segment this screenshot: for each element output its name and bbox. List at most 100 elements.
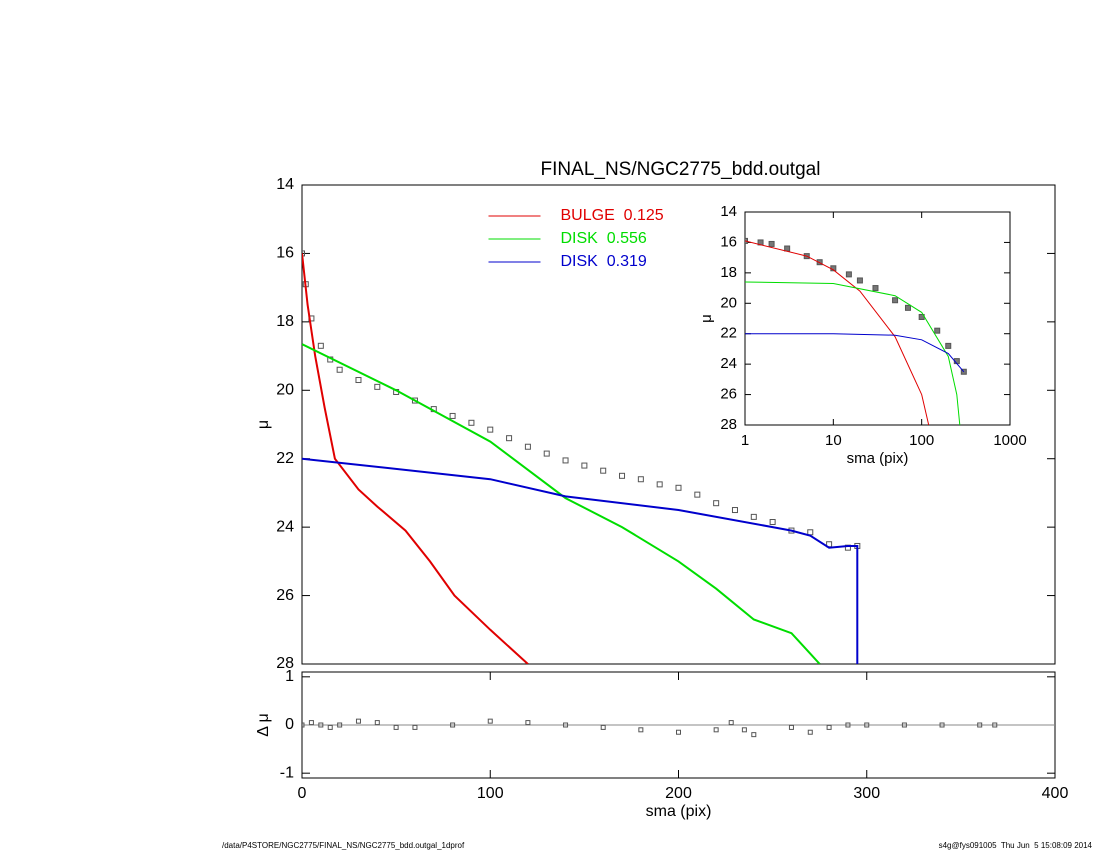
data-point xyxy=(788,724,794,730)
data-point xyxy=(901,722,907,728)
plot-area xyxy=(302,250,861,664)
model-line xyxy=(302,457,859,664)
data-point xyxy=(449,412,456,419)
x-tick-label: 100 xyxy=(477,785,504,802)
data-point xyxy=(872,285,879,292)
model-line xyxy=(745,240,930,425)
data-point xyxy=(638,727,644,733)
data-point xyxy=(731,507,738,514)
y-tick-label: 0 xyxy=(285,716,294,733)
data-point xyxy=(977,722,983,728)
data-point xyxy=(302,250,305,257)
footer-right: s4g@fys091005 Thu Jun 5 15:08:09 2014 xyxy=(939,841,1093,850)
data-point xyxy=(728,720,734,726)
y-tick-label: 24 xyxy=(276,518,294,535)
data-point xyxy=(327,724,333,730)
data-point xyxy=(864,722,870,728)
y-tick-label: 28 xyxy=(720,416,737,433)
y-tick-label: 14 xyxy=(276,176,294,193)
data-point xyxy=(355,718,361,724)
data-point xyxy=(468,419,475,426)
plot-area xyxy=(302,718,998,738)
y-tick-label: -1 xyxy=(280,764,294,781)
data-point xyxy=(524,443,531,450)
y-tick-label: 18 xyxy=(276,313,294,330)
y-tick-label: 14 xyxy=(720,203,737,220)
data-point xyxy=(637,476,644,483)
plot-frame xyxy=(301,184,1056,665)
data-point xyxy=(450,722,456,728)
legend-label: DISK 0.556 xyxy=(561,230,647,247)
x-tick-label: 1 xyxy=(741,432,749,449)
y-tick-label: 26 xyxy=(720,386,737,403)
x-tick-label: 100 xyxy=(909,432,934,449)
y-axis-label: Δ μ xyxy=(255,713,272,736)
model-line xyxy=(745,281,961,425)
data-point xyxy=(675,484,682,491)
y-tick-label: 18 xyxy=(720,264,737,281)
x-tick-label: 10 xyxy=(825,432,842,449)
data-point xyxy=(600,467,607,474)
model-line xyxy=(302,253,529,664)
data-point xyxy=(563,722,569,728)
data-point xyxy=(769,519,776,526)
chart-title: FINAL_NS/NGC2775_bdd.outgal xyxy=(541,159,821,180)
data-point xyxy=(845,271,852,278)
data-point xyxy=(904,304,911,311)
data-point xyxy=(939,722,945,728)
data-point xyxy=(845,722,851,728)
data-point xyxy=(318,722,324,728)
data-point xyxy=(741,727,747,733)
data-point xyxy=(317,342,324,349)
data-point xyxy=(945,342,952,349)
x-axis-label: sma (pix) xyxy=(646,803,712,820)
data-point xyxy=(487,426,494,433)
data-point xyxy=(302,722,305,728)
data-point xyxy=(374,383,381,390)
y-tick-label: 24 xyxy=(720,355,737,372)
data-point xyxy=(619,472,626,479)
data-point xyxy=(816,259,823,266)
data-point xyxy=(934,327,941,334)
y-tick-label: 20 xyxy=(276,382,294,399)
model-line xyxy=(302,343,821,664)
data-point xyxy=(543,450,550,457)
model-line xyxy=(745,333,965,373)
y-tick-label: 28 xyxy=(276,655,294,672)
data-point xyxy=(581,462,588,469)
data-point xyxy=(600,724,606,730)
data-point xyxy=(807,529,814,536)
data-point xyxy=(506,435,513,442)
x-tick-label: 200 xyxy=(665,785,692,802)
y-tick-label: 20 xyxy=(720,294,737,311)
data-point xyxy=(656,481,663,488)
data-point xyxy=(826,724,832,730)
data-point xyxy=(412,724,418,730)
data-point xyxy=(374,720,380,726)
y-tick-label: 22 xyxy=(720,325,737,342)
data-point xyxy=(525,720,531,726)
x-tick-label: 400 xyxy=(1042,785,1069,802)
data-point xyxy=(751,732,757,738)
x-tick-label: 300 xyxy=(853,785,880,802)
y-tick-label: 1 xyxy=(285,668,294,685)
data-point xyxy=(308,720,314,726)
data-point xyxy=(694,491,701,498)
y-tick-label: 16 xyxy=(276,245,294,262)
data-point xyxy=(676,729,681,735)
footer-left: /data/P4STORE/NGC2775/FINAL_NS/NGC2775_b… xyxy=(222,841,465,850)
data-point xyxy=(750,513,757,520)
data-point xyxy=(336,366,343,373)
y-tick-label: 16 xyxy=(720,233,737,250)
data-point xyxy=(892,297,899,304)
data-point xyxy=(713,500,720,507)
data-point xyxy=(713,727,719,733)
x-tick-label: 0 xyxy=(298,785,307,802)
data-point xyxy=(337,722,343,728)
data-point xyxy=(355,377,362,384)
plot-frame xyxy=(744,211,1011,426)
y-tick-label: 22 xyxy=(276,450,294,467)
data-point xyxy=(807,729,813,735)
data-point xyxy=(768,240,775,247)
